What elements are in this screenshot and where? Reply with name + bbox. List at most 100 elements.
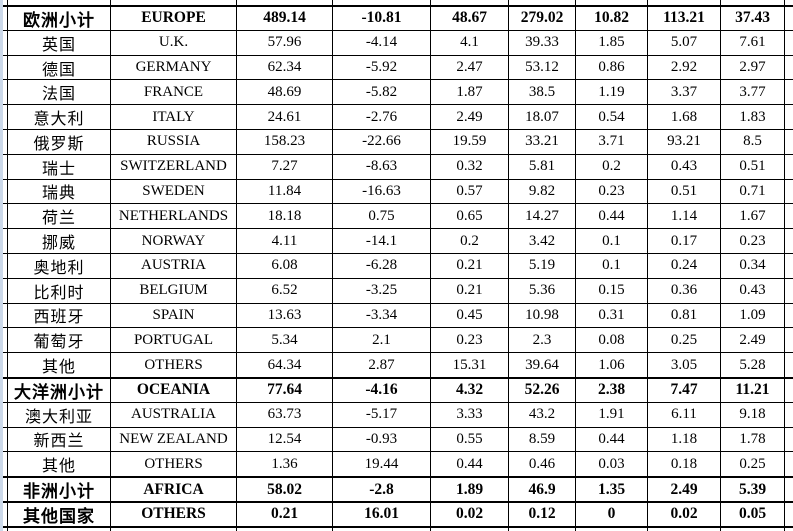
value-cell: 0.21 [430,278,508,303]
value-cell: 113.21 [647,7,720,30]
table-row: 挪威 NORWAY 4.11 -14.1 0.2 3.42 0.1 0.17 0.23 [0,228,793,253]
country-name-cn: 非洲小计 [7,478,110,501]
value-cell: 0.36 [647,278,720,303]
value-cell: 0.32 [430,154,508,179]
value-cell: 5.34 [236,328,332,353]
table-row: 德国 GERMANY 62.34 -5.92 2.47 53.12 0.86 2.92 2.97 [0,54,793,80]
value-cell: 2.49 [647,478,720,501]
value-cell: 62.34 [236,55,332,80]
value-cell: 57.96 [236,30,332,55]
value-cell: 3.33 [430,402,508,427]
country-name-en: U.K. [110,30,236,55]
country-name-cn: 澳大利亚 [7,402,110,427]
value-cell: 2.1 [332,328,430,353]
value-cell: 8.5 [720,129,784,154]
value-cell: 52.26 [508,378,575,402]
value-cell: -2.76 [332,105,430,129]
value-cell: 11.84 [236,179,332,204]
value-cell: 93.21 [647,129,720,154]
partial-row-bottom [0,525,793,531]
value-cell: 0.57 [430,179,508,204]
table-row: 法国 FRANCE 48.69 -5.82 1.87 38.5 1.19 3.37 3.77 [0,79,793,105]
country-name-cn: 其他国家 [7,502,110,526]
country-name-en: SWITZERLAND [110,154,236,179]
table-gutter [784,328,793,353]
value-cell: 18.07 [508,105,575,129]
value-cell: 0.25 [647,328,720,353]
table-gutter [784,129,793,154]
table-row: 非洲小计 AFRICA 58.02 -2.8 1.89 46.9 1.35 2.49 5.39 [0,476,793,501]
value-cell: 3.42 [508,229,575,253]
value-cell: 0.03 [575,452,647,477]
value-cell: 1.09 [720,303,784,328]
country-name-en: GERMANY [110,55,236,80]
value-cell: 7.47 [647,378,720,402]
value-cell: 5.39 [720,478,784,501]
value-cell: 0.44 [575,427,647,452]
table-row: 奥地利 AUSTRIA 6.08 -6.28 0.21 5.19 0.1 0.24 0.34 [0,252,793,278]
country-name-en: SPAIN [110,303,236,328]
country-name-cn: 欧洲小计 [7,7,110,30]
value-cell: 5.36 [508,278,575,303]
country-name-cn: 英国 [7,30,110,55]
value-cell: 1.83 [720,105,784,129]
country-name-cn: 挪威 [7,229,110,253]
value-cell: 19.59 [430,129,508,154]
value-cell: 2.49 [720,328,784,353]
value-cell: 9.18 [720,402,784,427]
table-row: 意大利 ITALY 24.61 -2.76 2.49 18.07 0.54 1.68 1.83 [0,104,793,129]
value-cell: 2.92 [647,55,720,80]
value-cell: 6.11 [647,402,720,427]
country-name-cn: 比利时 [7,278,110,303]
value-cell: 0.21 [430,253,508,278]
value-cell: 0.2 [575,154,647,179]
table-gutter [784,55,793,80]
table-row: 瑞士 SWITZERLAND 7.27 -8.63 0.32 5.81 0.2 0.43 0.5… [0,153,793,179]
country-name-en: NORWAY [110,229,236,253]
value-cell: 1.91 [575,402,647,427]
value-cell: 1.87 [430,80,508,105]
table-gutter [784,402,793,427]
value-cell: 0.25 [720,452,784,477]
value-cell: 2.97 [720,55,784,80]
value-cell: 4.32 [430,378,508,402]
value-cell: 0.02 [647,502,720,526]
value-cell: 1.89 [430,478,508,501]
value-cell: 0.2 [430,229,508,253]
country-name-cn: 其他 [7,353,110,377]
value-cell: 48.69 [236,80,332,105]
table-body: 欧洲小计 EUROPE 489.14 -10.81 48.67 279.02 10.82 11… [0,5,793,526]
value-cell: 2.49 [430,105,508,129]
value-cell: -14.1 [332,229,430,253]
table-row: 葡萄牙 PORTUGAL 5.34 2.1 0.23 2.3 0.08 0.25 2.49 [0,327,793,353]
value-cell: 0.44 [575,204,647,229]
value-cell: 4.1 [430,30,508,55]
table-gutter [784,105,793,129]
value-cell: -4.16 [332,378,430,402]
table-gutter [784,7,793,30]
table-row: 新西兰 NEW ZEALAND 12.54 -0.93 0.55 8.59 0.44 1.18… [0,426,793,452]
value-cell: 0.24 [647,253,720,278]
table-gutter [784,229,793,253]
table-row: 澳大利亚 AUSTRALIA 63.73 -5.17 3.33 43.2 1.91 6.11 9… [0,401,793,427]
table-row: 其他 OTHERS 64.34 2.87 15.31 39.64 1.06 3.05 5.28 [0,352,793,377]
value-cell: 48.67 [430,7,508,30]
value-cell: 0.23 [430,328,508,353]
value-cell: 1.68 [647,105,720,129]
value-cell: 9.82 [508,179,575,204]
table-row: 西班牙 SPAIN 13.63 -3.34 0.45 10.98 0.31 0.81 1.09 [0,302,793,328]
country-name-en: NEW ZEALAND [110,427,236,452]
country-name-en: OTHERS [110,502,236,526]
table-gutter [784,427,793,452]
value-cell: -22.66 [332,129,430,154]
value-cell: 10.98 [508,303,575,328]
value-cell: -6.28 [332,253,430,278]
table-gutter [784,303,793,328]
value-cell: 43.2 [508,402,575,427]
country-name-en: OTHERS [110,353,236,377]
table-gutter [784,478,793,501]
country-name-en: AFRICA [110,478,236,501]
table-gutter [784,253,793,278]
value-cell: 0.05 [720,502,784,526]
